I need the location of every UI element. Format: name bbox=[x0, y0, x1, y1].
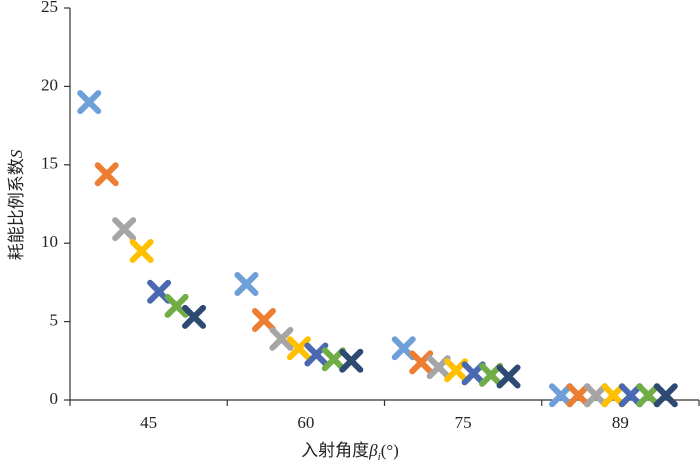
x-marker bbox=[129, 239, 154, 264]
x-marker-stroke bbox=[112, 217, 137, 242]
x-marker-stroke bbox=[636, 383, 661, 408]
x-marker-stroke bbox=[566, 383, 591, 408]
x-marker bbox=[182, 304, 207, 329]
x-marker-stroke bbox=[409, 350, 434, 375]
y-tick-label: 15 bbox=[41, 154, 58, 173]
y-tick-label: 25 bbox=[41, 0, 58, 16]
x-tick-label: 89 bbox=[612, 413, 629, 432]
x-marker bbox=[304, 342, 329, 367]
x-marker bbox=[164, 293, 189, 318]
x-marker-stroke bbox=[304, 342, 329, 367]
x-tick-label: 75 bbox=[455, 413, 472, 432]
x-marker-stroke bbox=[129, 239, 154, 264]
x-axis-label: 入射角度βi(°) bbox=[301, 441, 399, 463]
x-marker-stroke bbox=[182, 304, 207, 329]
x-marker-stroke bbox=[269, 326, 294, 351]
x-marker-stroke bbox=[339, 348, 364, 373]
x-marker bbox=[636, 383, 661, 408]
x-marker-stroke bbox=[234, 271, 259, 296]
x-tick-label: 45 bbox=[140, 413, 157, 432]
x-marker-stroke bbox=[548, 383, 573, 408]
x-marker-stroke bbox=[496, 364, 521, 389]
x-marker-stroke bbox=[601, 383, 626, 408]
x-marker bbox=[234, 271, 259, 296]
x-marker bbox=[583, 383, 608, 408]
x-marker bbox=[566, 383, 591, 408]
x-marker bbox=[286, 336, 311, 361]
x-marker bbox=[112, 217, 137, 242]
x-marker-stroke bbox=[77, 90, 102, 115]
y-tick-label: 10 bbox=[41, 232, 58, 251]
x-marker-stroke bbox=[653, 383, 678, 408]
x-marker bbox=[77, 90, 102, 115]
x-marker-stroke bbox=[94, 162, 119, 187]
y-tick-label: 20 bbox=[41, 75, 58, 94]
x-marker bbox=[94, 162, 119, 187]
x-marker bbox=[251, 308, 276, 333]
x-marker bbox=[269, 326, 294, 351]
x-marker-stroke bbox=[618, 383, 643, 408]
x-tick-label: 60 bbox=[297, 413, 314, 432]
x-marker bbox=[548, 383, 573, 408]
y-axis-label: 耗能比例系数S bbox=[7, 149, 26, 260]
x-marker-stroke bbox=[286, 336, 311, 361]
x-marker bbox=[409, 350, 434, 375]
x-marker bbox=[496, 364, 521, 389]
x-marker bbox=[339, 348, 364, 373]
x-marker-stroke bbox=[583, 383, 608, 408]
y-tick-label: 0 bbox=[50, 389, 59, 408]
x-marker-stroke bbox=[164, 293, 189, 318]
x-marker bbox=[618, 383, 643, 408]
x-marker bbox=[601, 383, 626, 408]
y-tick-label: 5 bbox=[50, 311, 59, 330]
x-marker-stroke bbox=[251, 308, 276, 333]
x-marker bbox=[653, 383, 678, 408]
